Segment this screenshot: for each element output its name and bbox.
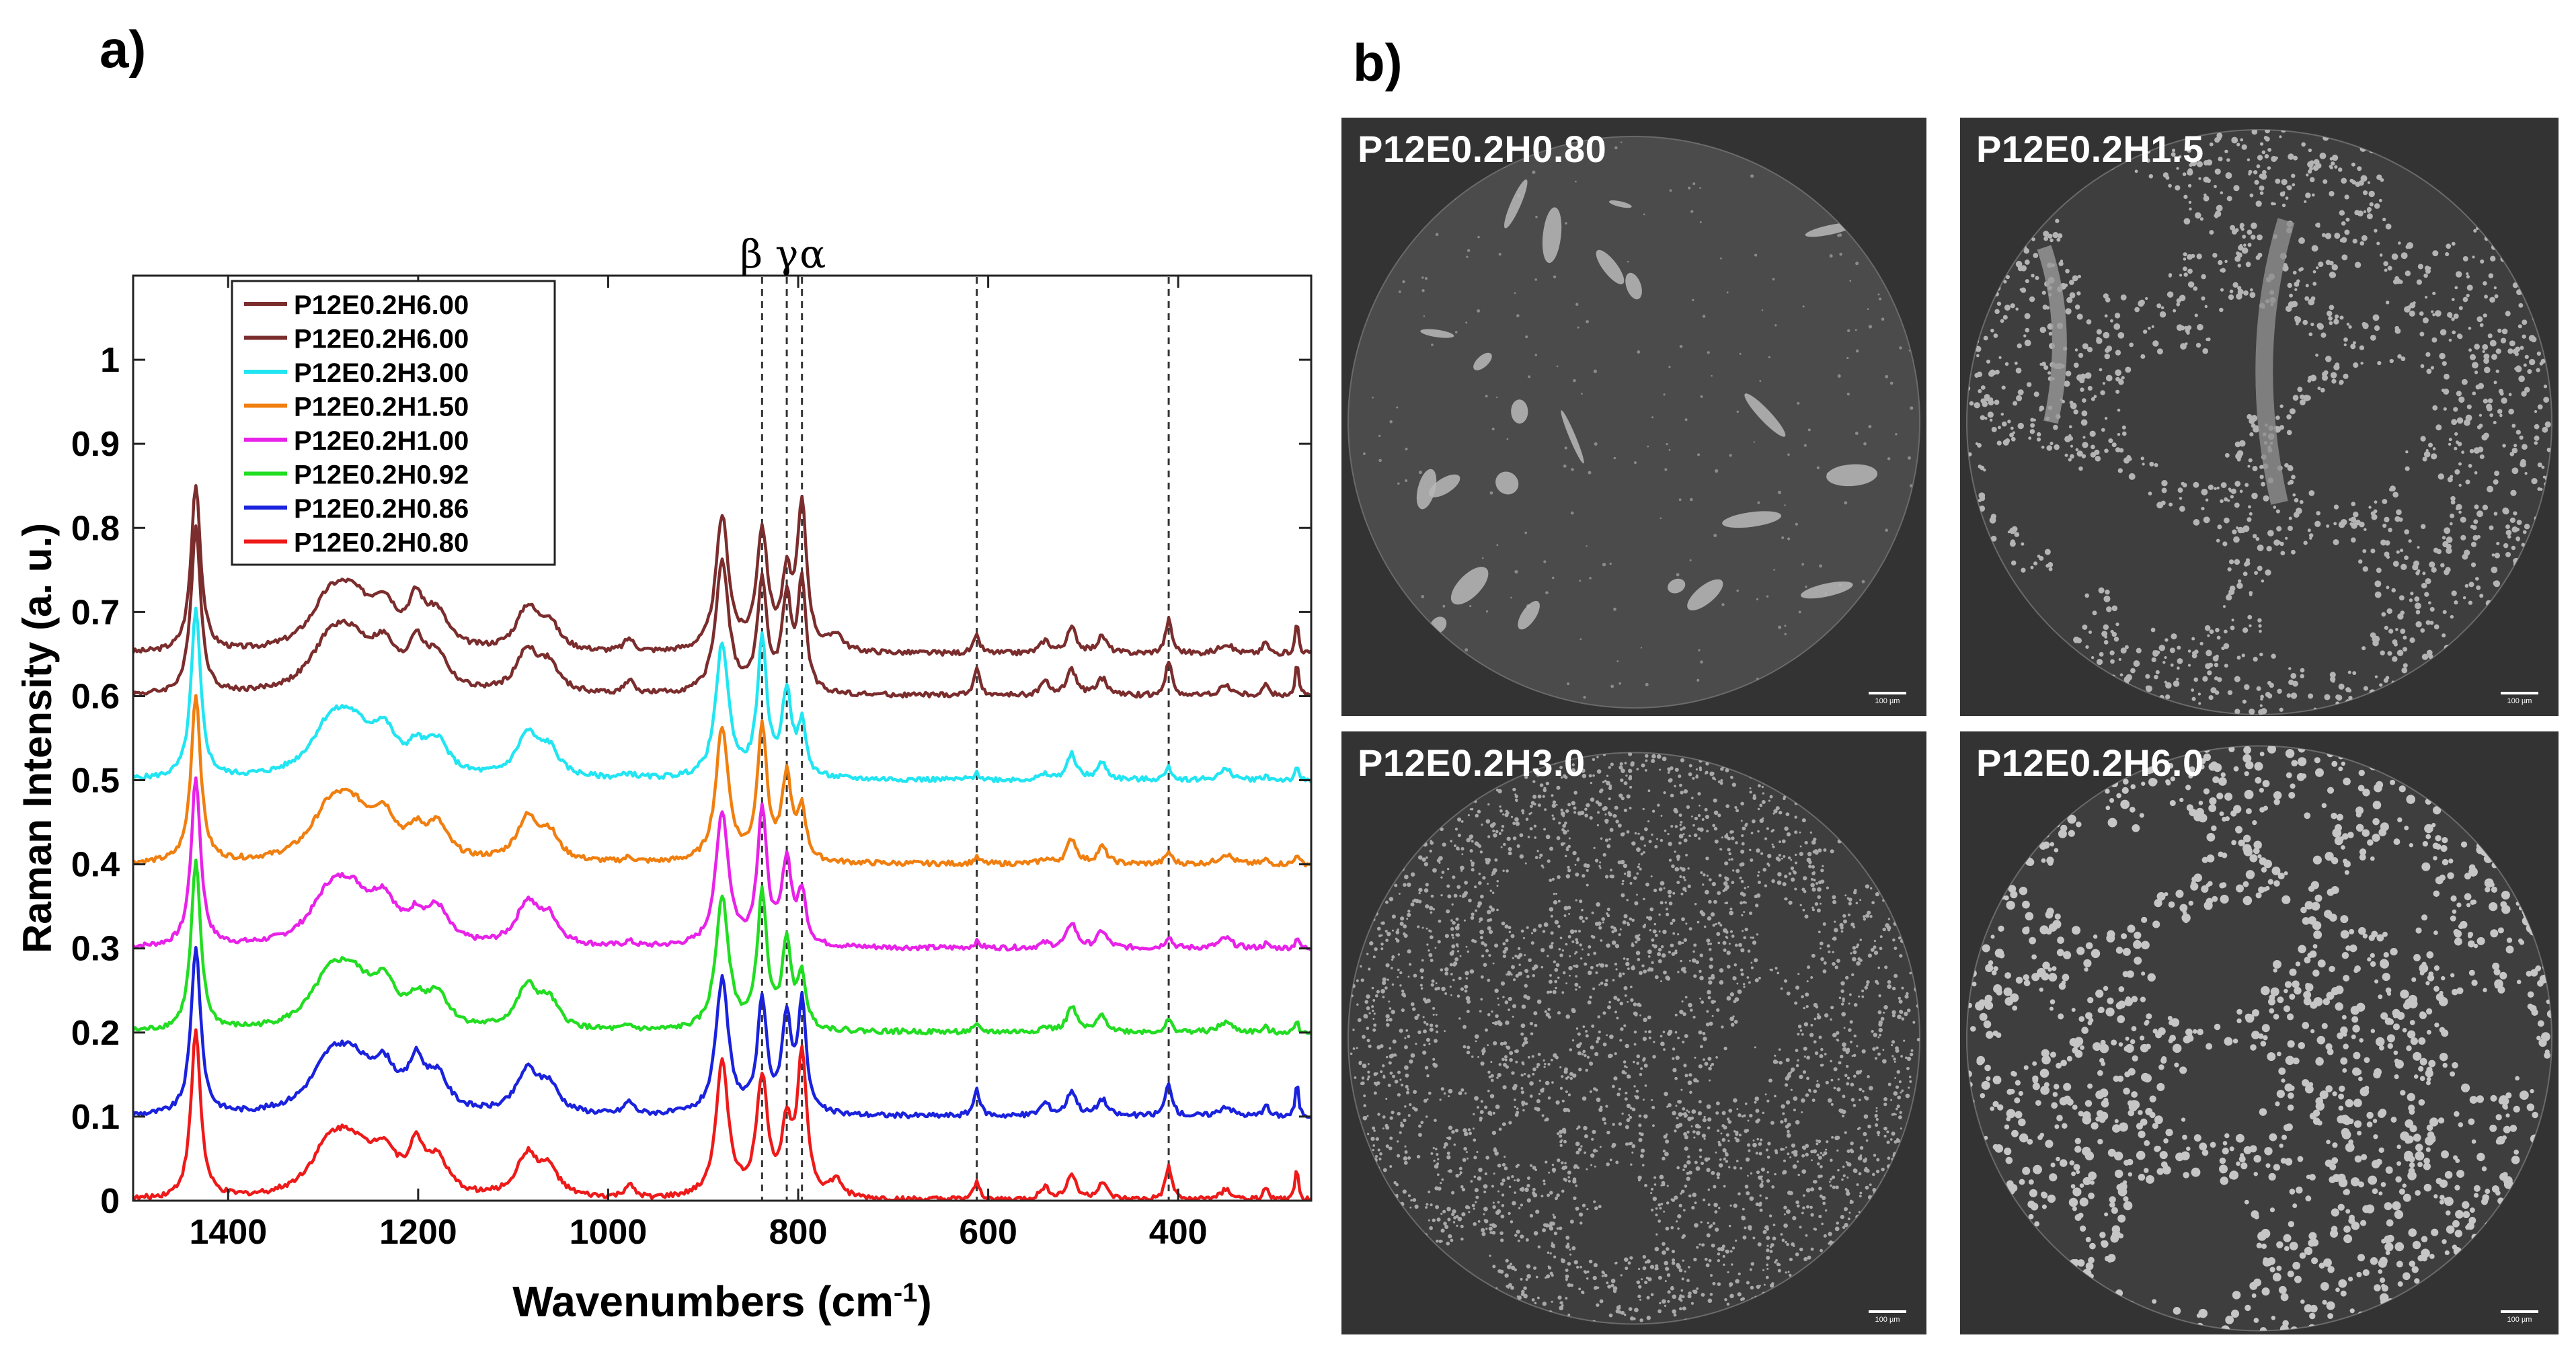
- x-tick-label: 400: [1149, 1213, 1208, 1252]
- series-line-7: [133, 1028, 1311, 1201]
- legend-entry-0: P12E0.2H6.00: [294, 290, 469, 320]
- micrograph-label: P12E0.2H3.0: [1358, 742, 1586, 784]
- y-tick-label: 0.3: [71, 930, 120, 969]
- y-axis-label: Raman Intensity (a. u.): [15, 523, 60, 953]
- legend-entry-3: P12E0.2H1.50: [294, 393, 469, 422]
- series-line-3: [133, 694, 1311, 868]
- scale-bar: 100 µm: [2501, 1310, 2538, 1324]
- plot-frame: [132, 274, 1313, 1202]
- micrograph-label: P12E0.2H6.0: [1976, 742, 2204, 784]
- axis-ticks: 1400 1200 1000 800 600 400 0 0.1 0.2 0.3 0.4 0.5 0.6…: [71, 276, 1311, 1252]
- y-tick-label: 0.7: [71, 593, 120, 632]
- y-tick-label: 0.8: [71, 509, 120, 548]
- y-tick-label: 0.9: [71, 425, 120, 464]
- series-line-6: [133, 946, 1311, 1119]
- series-line-4: [133, 776, 1311, 952]
- y-tick-label: 0: [100, 1182, 120, 1221]
- phase-marker-0: β: [740, 231, 763, 277]
- sample-disc: [1348, 136, 1920, 709]
- scale-bar: 100 µm: [2501, 692, 2538, 705]
- x-tick-label: 1400: [189, 1213, 267, 1252]
- legend: P12E0.2H6.00 P12E0.2H6.00 P12E0.2H3.00 P12E…: [231, 280, 556, 566]
- x-axis-label: Wavenumbers (cm-1): [512, 1277, 932, 1326]
- legend-entry-4: P12E0.2H1.00: [294, 426, 469, 456]
- legend-entry-5: P12E0.2H0.92: [294, 461, 469, 490]
- series-line-2: [133, 606, 1311, 783]
- legend-entry-2: P12E0.2H3.00: [294, 358, 469, 388]
- micrograph-label: P12E0.2H1.5: [1976, 128, 2204, 170]
- panel-a-label: a): [100, 19, 147, 79]
- micrograph-0: P12E0.2H0.80 100 µm: [1341, 118, 1926, 716]
- panel-b-label: b): [1353, 33, 1403, 92]
- micrograph-label: P12E0.2H0.80: [1358, 128, 1607, 170]
- legend-entry-7: P12E0.2H0.80: [294, 528, 469, 558]
- scale-bar: 100 µm: [1869, 692, 1906, 705]
- raman-spectra-chart: 1400 1200 1000 800 600 400 0 0.1 0.2 0.3 0.4 0.5 0.6…: [15, 231, 1313, 1326]
- scale-bar: 100 µm: [1869, 1310, 1906, 1324]
- legend-entry-1: P12E0.2H6.00: [294, 325, 469, 354]
- series-line-5: [133, 858, 1311, 1036]
- legend-entry-6: P12E0.2H0.86: [294, 494, 469, 524]
- y-tick-label: 0.5: [71, 762, 120, 801]
- y-tick-label: 0.6: [71, 677, 120, 716]
- x-tick-label: 800: [769, 1213, 828, 1252]
- y-tick-label: 0.2: [71, 1014, 120, 1053]
- x-tick-label: 1000: [570, 1213, 648, 1252]
- y-tick-label: 1: [100, 341, 120, 380]
- series-group: [133, 484, 1311, 1201]
- micrograph-1: P12E0.2H1.5 100 µm: [1960, 118, 2559, 716]
- y-tick-label: 0.1: [71, 1098, 120, 1137]
- y-tick-label: 0.4: [71, 846, 120, 885]
- phase-marker-1: γ: [775, 231, 799, 277]
- x-tick-label: 1200: [379, 1213, 457, 1252]
- legend-box: [231, 280, 556, 566]
- micrograph-2: P12E0.2H3.0 100 µm: [1341, 731, 1926, 1334]
- phase-marker-2: α: [799, 231, 826, 277]
- series-line-1: [133, 524, 1311, 699]
- micrograph-3: P12E0.2H6.0 100 µm: [1960, 731, 2559, 1334]
- x-tick-label: 600: [959, 1213, 1017, 1252]
- sample-disc: [1348, 752, 1920, 1325]
- series-line-0: [133, 484, 1311, 657]
- phase-dashed-lines: [760, 277, 1170, 1201]
